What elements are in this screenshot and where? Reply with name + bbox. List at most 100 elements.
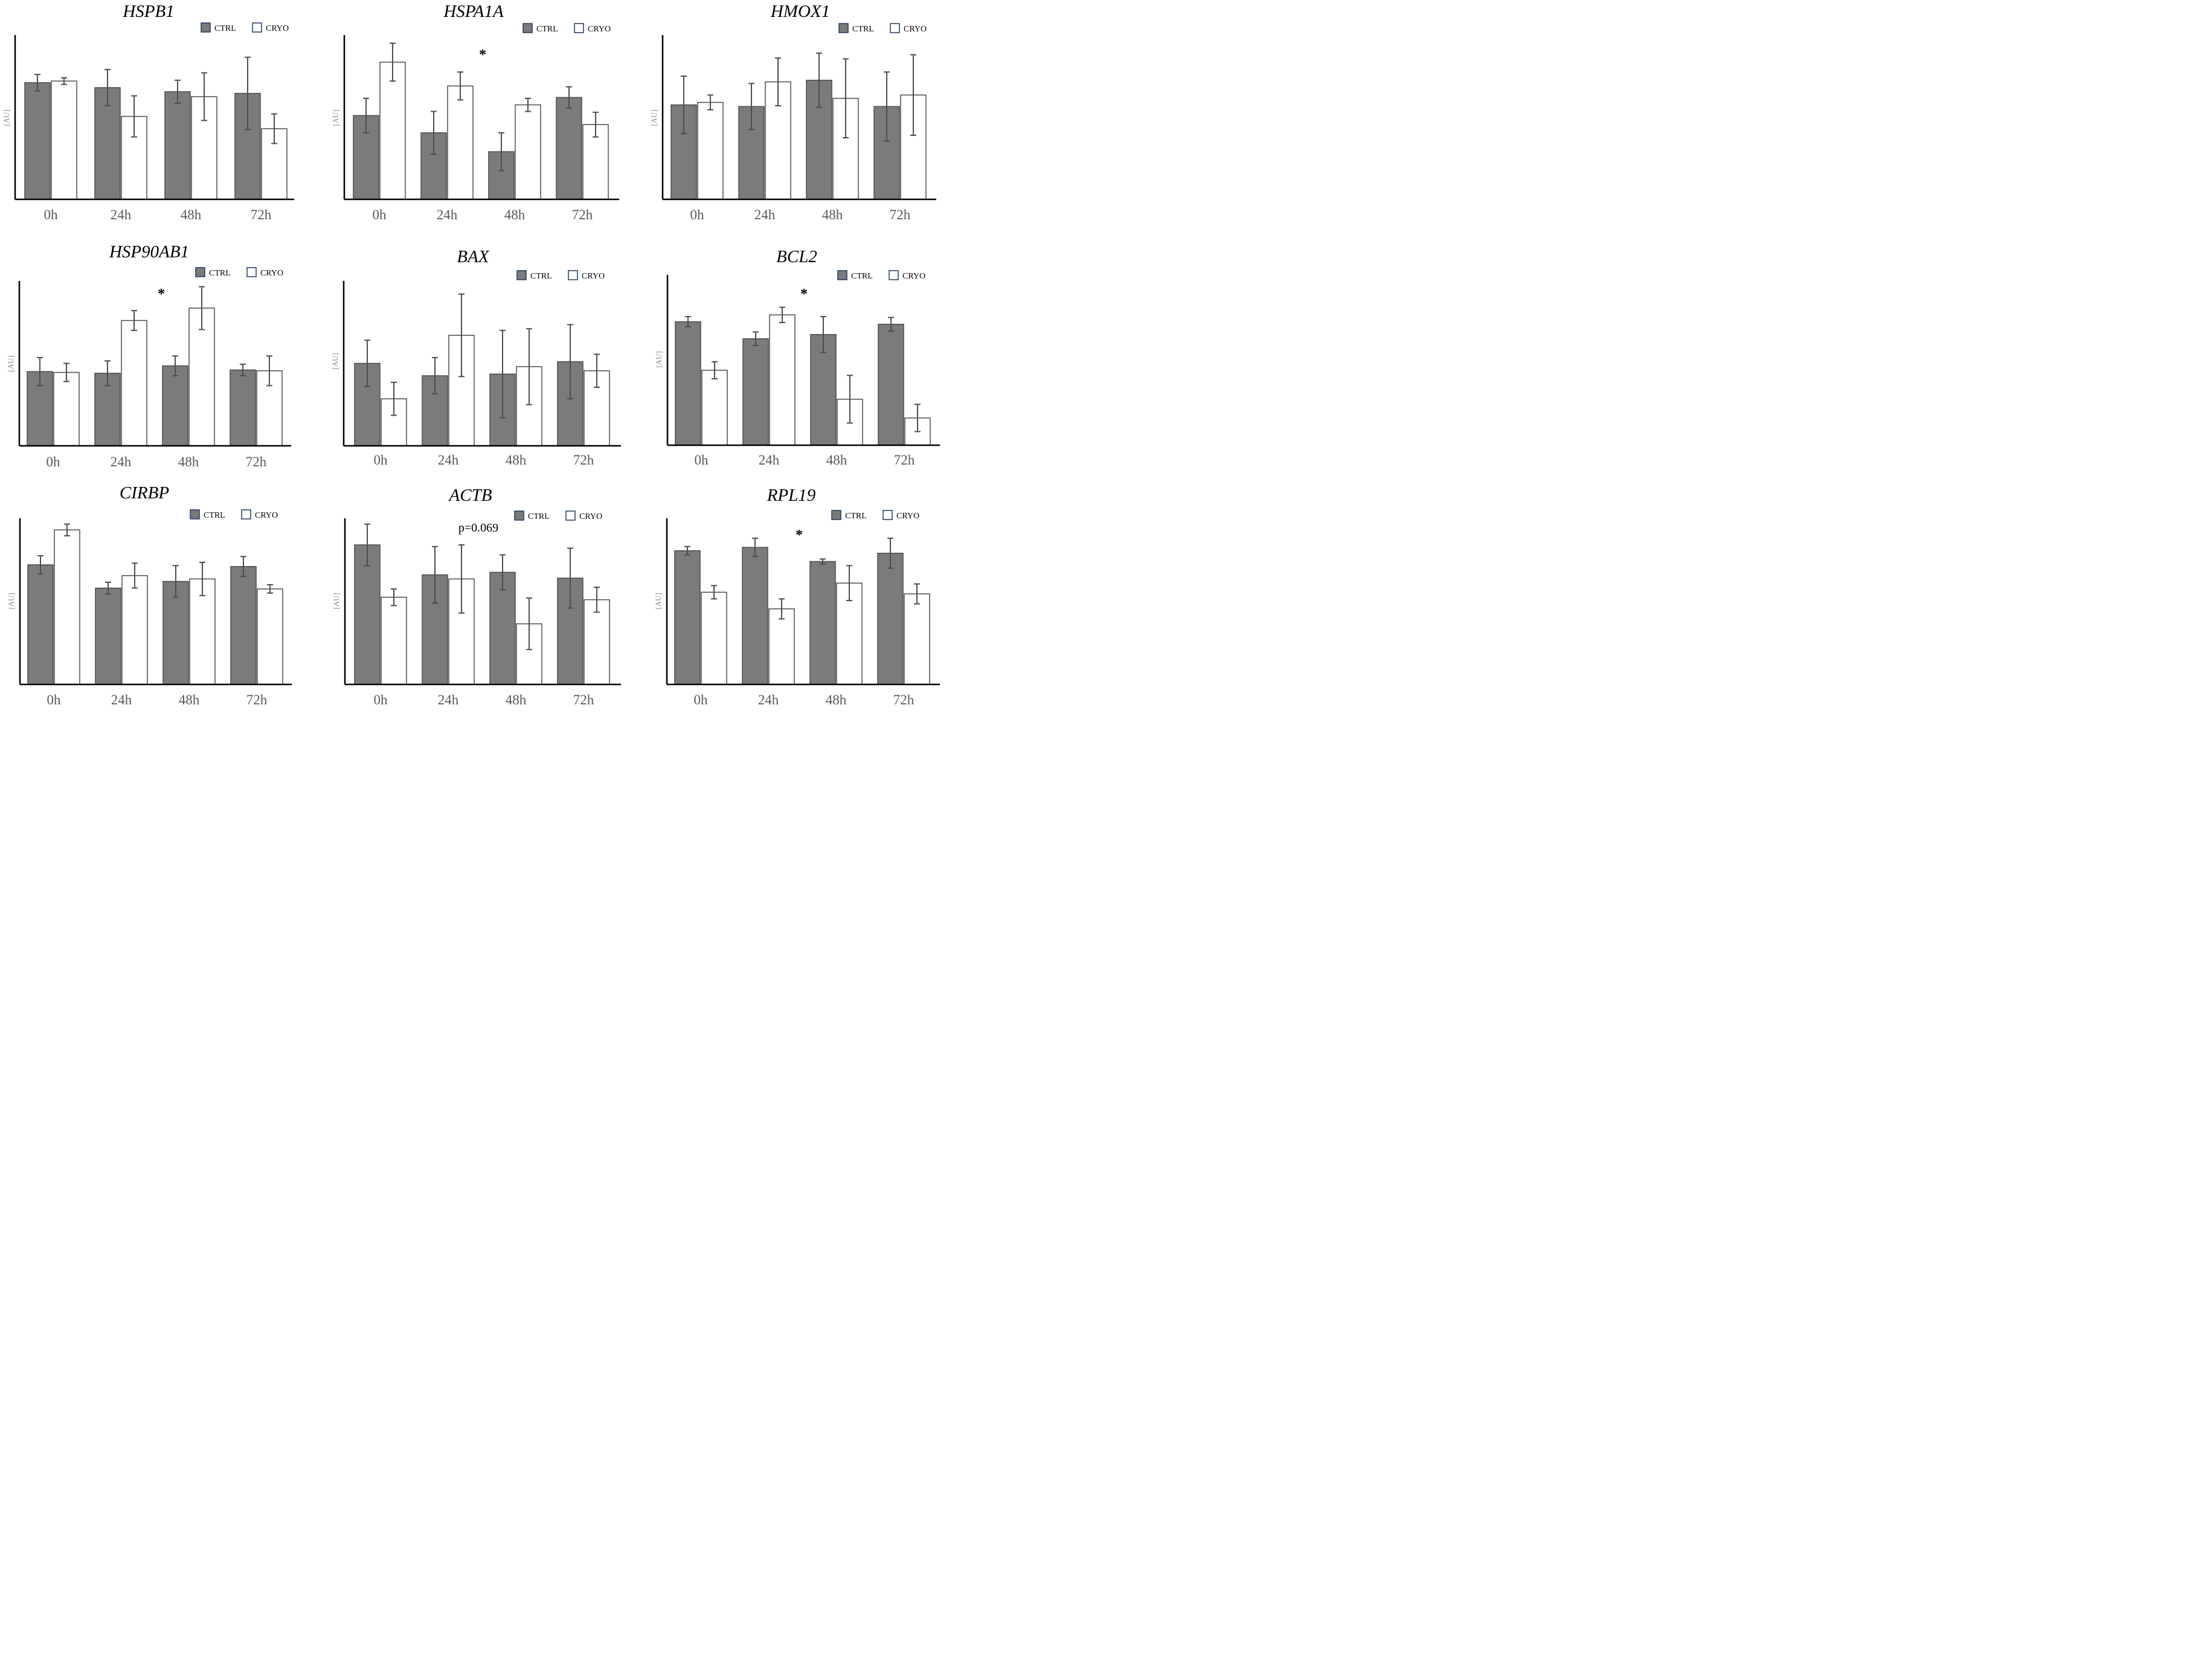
y-axis-label: [AU] [332,593,341,609]
x-tick-label: 0h [373,207,387,222]
x-tick-label: 72h [890,207,911,222]
bar-cryo-72h [257,588,283,685]
bar-ctrl-72h [877,553,904,685]
legend-ctrl-swatch [201,22,211,33]
bar-ctrl-0h [674,550,701,685]
x-tick-label: 0h [374,692,388,707]
x-tick-label: 0h [47,454,61,469]
significance-star: * [800,286,808,302]
legend-cryo-swatch [890,23,900,33]
x-tick-label: 72h [893,692,915,707]
x-tick-label: 24h [438,692,459,707]
bar-cryo-72h [904,593,930,685]
bar-ctrl-72h [230,566,257,685]
legend-cryo-label: CRYO [255,511,278,520]
x-tick-label: 72h [894,452,915,468]
chart-title: HSP90AB1 [109,242,189,262]
chart-title: HSPA1A [443,2,504,21]
chart-title: BAX [457,247,489,266]
legend-cryo-swatch [883,510,893,520]
bar-ctrl-48h [162,581,189,685]
x-tick-label: 0h [44,207,59,222]
y-axis-label: [AU] [7,593,16,609]
bar-ctrl-0h [354,544,381,685]
chart-title: BCL2 [776,247,817,266]
bar-cryo-0h [51,80,77,200]
bar-ctrl-0h [24,82,51,200]
x-tick-label: 0h [47,692,62,707]
x-tick-label: 24h [437,207,458,222]
x-tick-label: 72h [246,692,268,707]
x-tick-label: 48h [826,692,847,707]
legend-ctrl-swatch [516,270,527,280]
x-tick-label: 24h [111,454,132,469]
y-axis-label: [AU] [6,355,15,372]
chart-panel-bax: BAX CTRL CRYO [AU] 0h 24h 48h 72h [330,247,621,468]
bar-ctrl-0h [27,564,54,685]
legend-ctrl-label: CTRL [852,25,874,34]
bar-cryo-24h [447,85,474,200]
bar-cryo-0h [701,591,727,685]
x-tick-label: 24h [754,207,776,222]
legend-cryo-label: CRYO [266,24,289,33]
chart-panel-cirbp: CIRBP CTRL CRYO [AU] 0h 24h 48h 72h [7,483,292,707]
x-tick-label: 72h [573,692,594,707]
chart-title: HMOX1 [770,2,830,21]
bar-ctrl-48h [809,561,836,685]
x-tick-label: 48h [179,692,200,707]
bar-ctrl-24h [742,547,768,685]
chart-panel-rpl19: RPL19 CTRL CRYO [AU] 0h 24h 48h 72h * [654,486,940,707]
x-tick-label: 48h [178,454,199,469]
legend-cryo-label: CRYO [260,269,283,278]
chart-title: ACTB [448,486,492,505]
chart-panel-actb: ACTB CTRL CRYO [AU] 0h 24h 48h 72h p=0.069 [332,486,621,707]
y-axis-label: [AU] [649,109,658,126]
legend-ctrl-label: CTRL [204,511,225,520]
x-tick-label: 48h [822,207,843,222]
x-tick-label: 24h [111,692,132,707]
x-tick-label: 0h [694,692,709,707]
legend-cryo-swatch [565,510,576,521]
bar-ctrl-48h [164,91,191,200]
legend-ctrl-label: CTRL [851,272,873,281]
legend-cryo-label: CRYO [582,272,605,281]
y-axis-label: [AU] [654,351,663,367]
chart-panel-hsp90ab1: HSP90AB1 CTRL CRYO [AU] 0h 24h 48h 72h * [6,242,291,469]
legend-ctrl-label: CTRL [214,24,236,33]
bar-cryo-0h [54,529,80,685]
bar-cryo-0h [701,370,728,446]
legend-cryo-label: CRYO [579,512,602,521]
x-tick-label: 0h [374,452,388,468]
bar-cryo-24h [121,575,148,685]
bar-ctrl-24h [95,587,121,685]
bar-cryo-48h [189,578,216,685]
legend-ctrl-label: CTRL [530,272,552,281]
x-tick-label: 0h [695,452,709,468]
legend-cryo-swatch [241,509,251,520]
bar-ctrl-24h [742,338,769,446]
legend-ctrl-swatch [522,23,533,33]
legend-cryo-label: CRYO [904,25,927,34]
figure: HSPB1 CTRL CRYO [AU] 0h 24h 48h 72h HSPA1A CTRL CR… [2,2,940,707]
x-tick-label: 72h [251,207,272,222]
legend-ctrl-swatch [838,23,849,33]
chart-panel-hmox1: HMOX1 CTRL CRYO [AU] 0h 24h 48h 72h [649,2,936,222]
bar-cryo-24h [769,314,796,446]
legend-ctrl-label: CTRL [528,512,550,521]
x-tick-label: 24h [111,207,132,222]
legend-ctrl-swatch [195,267,205,277]
x-tick-label: 72h [573,452,594,468]
significance-star: * [479,47,486,63]
x-tick-label: 48h [181,207,202,222]
x-tick-label: 48h [506,692,527,707]
legend-ctrl-swatch [190,509,200,520]
bar-ctrl-48h [162,365,188,446]
x-tick-label: 48h [504,207,526,222]
legend-ctrl-swatch [514,510,524,521]
chart-panel-bcl2: BCL2 CTRL CRYO [AU] 0h 24h 48h 72h * [654,247,940,468]
y-axis-label: [AU] [330,353,339,369]
bar-cryo-0h [53,372,80,446]
legend-cryo-swatch [252,22,262,33]
x-tick-label: 24h [438,452,459,468]
x-tick-label: 48h [826,452,847,468]
